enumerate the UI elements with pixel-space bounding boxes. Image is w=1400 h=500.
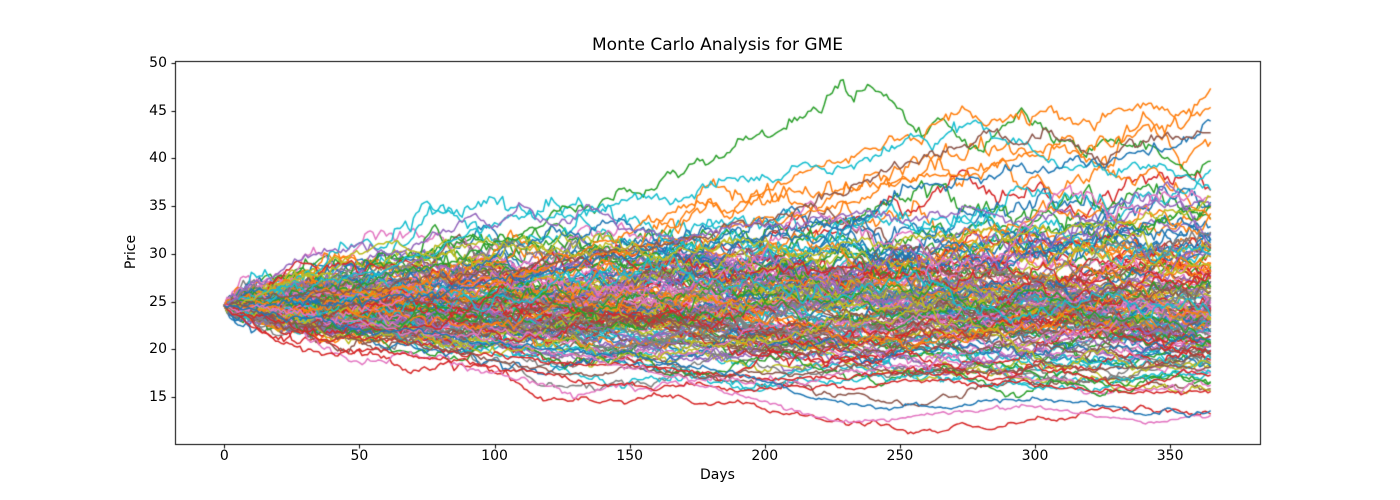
y-tick-label: 45 xyxy=(149,102,167,119)
x-tick-label: 100 xyxy=(481,448,508,464)
y-tick-label: 25 xyxy=(149,293,167,310)
x-tick-label: 0 xyxy=(219,448,229,464)
x-tick-label: 150 xyxy=(616,448,644,464)
x-tick-label: 350 xyxy=(1156,448,1184,464)
y-tick-label: 40 xyxy=(149,150,167,167)
x-tick-label: 200 xyxy=(751,448,779,464)
y-tick-label: 50 xyxy=(149,54,167,71)
chart-title: Monte Carlo Analysis for GME xyxy=(592,35,843,55)
y-tick-label: 35 xyxy=(149,198,167,215)
x-tick-label: 50 xyxy=(350,448,369,464)
x-tick-label: 300 xyxy=(1021,448,1049,464)
x-axis-label: Days xyxy=(700,467,735,483)
y-tick-label: 20 xyxy=(149,341,167,358)
y-tick-label: 15 xyxy=(149,389,167,406)
y-tick-label: 30 xyxy=(149,245,167,262)
x-tick-label: 250 xyxy=(886,448,914,464)
